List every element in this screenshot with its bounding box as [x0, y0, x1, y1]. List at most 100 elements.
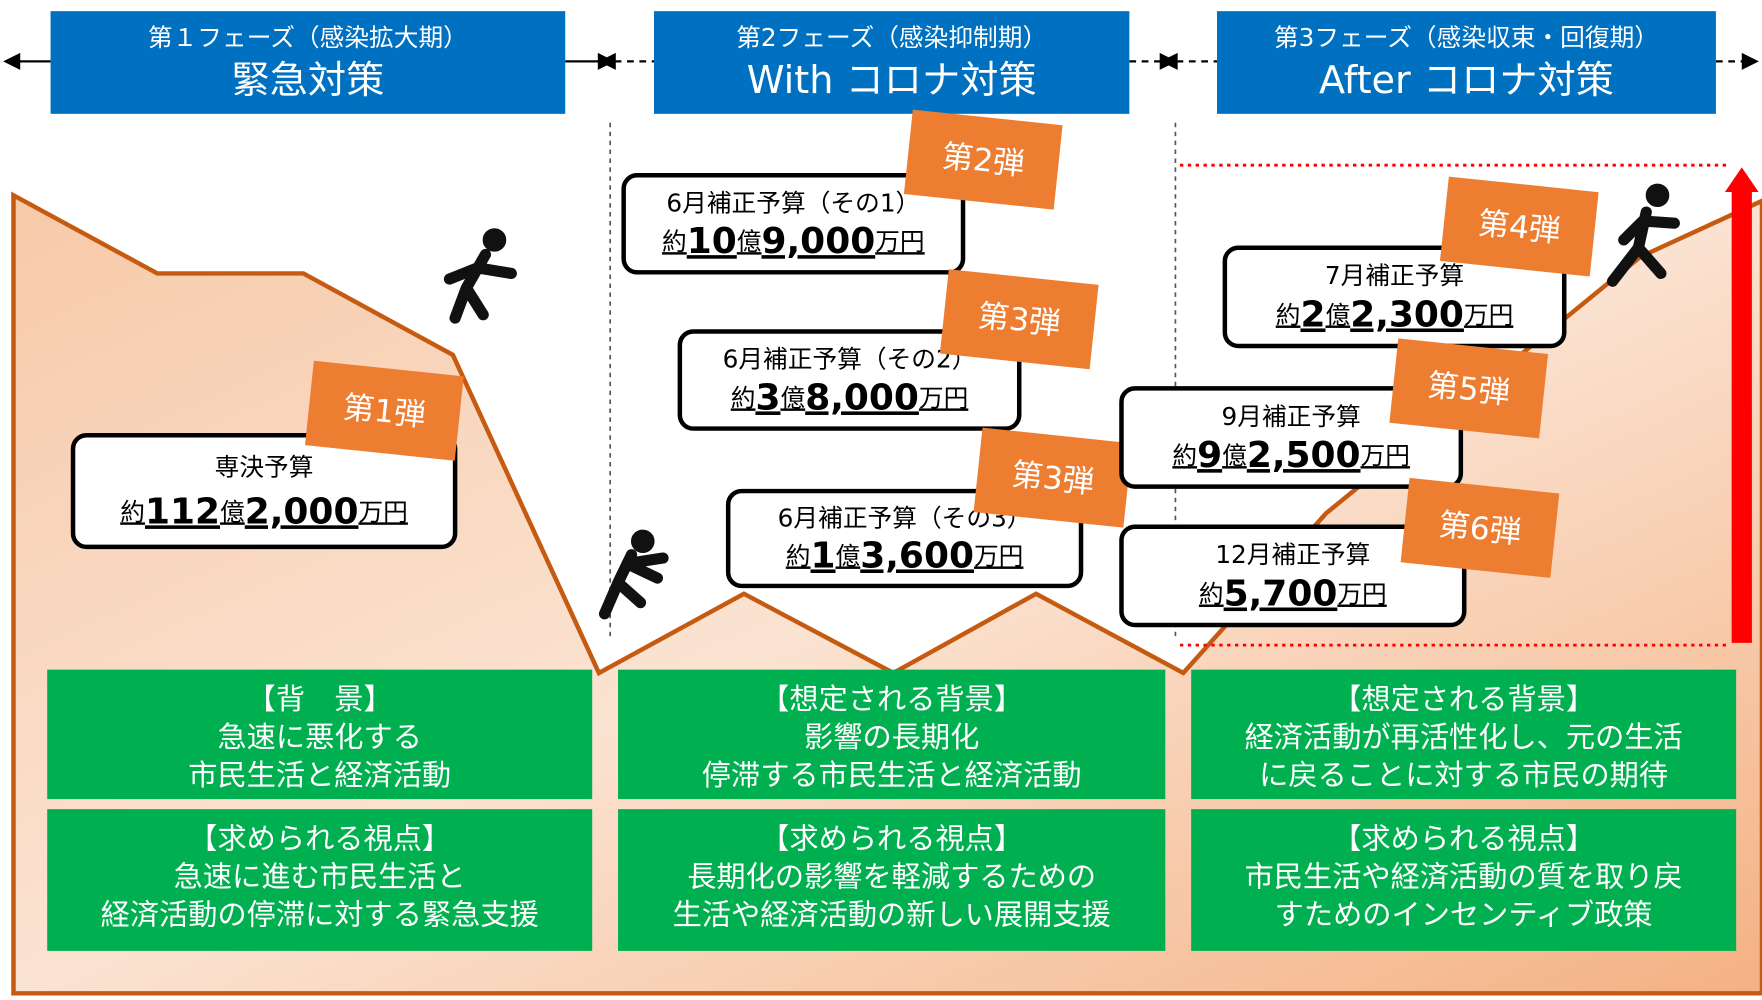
amount-part: 億 — [836, 542, 861, 571]
budget-box — [1119, 524, 1467, 628]
amount-part: 約 — [1199, 580, 1224, 609]
amount-part: 万円 — [875, 227, 924, 256]
budget-box — [621, 172, 966, 275]
amount-part: 約 — [786, 542, 811, 571]
budget-amount: 約3億8,000万円 — [731, 378, 969, 419]
info-box — [618, 669, 1166, 800]
info-line: 長期化の影響を軽減するための — [687, 859, 1096, 893]
amount-part: 約 — [662, 227, 687, 256]
budget-amount: 約9億2,500万円 — [1172, 435, 1410, 476]
amount-part: 2,000 — [245, 491, 359, 532]
info-line: 影響の長期化 — [804, 720, 979, 754]
amount-part: 1 — [811, 536, 836, 577]
amount-part: 2,500 — [1247, 435, 1361, 476]
info-line: 【求められる視点】 — [760, 821, 1023, 855]
tag-bg — [973, 427, 1133, 528]
budget-name: 9月補正予算 — [1222, 402, 1361, 431]
budget-tag: 第3弾 — [973, 427, 1133, 528]
info-line: 市民生活や経済活動の質を取り戻 — [1245, 859, 1683, 893]
budget-amount: 約1億3,600万円 — [786, 536, 1024, 577]
budget-box — [1119, 386, 1464, 489]
info-line: 経済活動が再活性化し、元の生活 — [1245, 720, 1683, 754]
phase-arrows — [3, 52, 1759, 70]
amount-part: 9 — [1197, 435, 1222, 476]
info-line: 【求められる視点】 — [1332, 821, 1595, 855]
tag-bg — [939, 269, 1099, 370]
budget-tag: 第5弾 — [1389, 338, 1549, 439]
budget-name: 6月補正予算（その2） — [723, 345, 977, 374]
amount-part: 2 — [1300, 295, 1325, 336]
budget-amount: 約10億9,000万円 — [662, 221, 925, 262]
tag-label: 第3弾 — [976, 298, 1062, 342]
tag-bg — [1439, 176, 1599, 277]
amount-part: 3,600 — [860, 536, 974, 577]
info-box — [47, 669, 593, 800]
amount-part: 億 — [737, 227, 762, 256]
runner — [443, 183, 1680, 620]
phase-title: 緊急対策 — [232, 58, 385, 102]
phase-title: With コロナ対策 — [747, 58, 1037, 102]
tag-label: 第5弾 — [1425, 367, 1511, 411]
tag-label: 第6弾 — [1437, 507, 1523, 551]
amount-part: 万円 — [1337, 580, 1386, 609]
budget-amount: 約112億2,000万円 — [120, 491, 408, 532]
amount-part: 万円 — [974, 542, 1023, 571]
budget-name: 12月補正予算 — [1215, 540, 1370, 569]
rise-arrow — [1724, 167, 1759, 643]
budget-name: 専決予算 — [215, 453, 314, 482]
budget-box — [677, 329, 1022, 431]
tag-bg — [1400, 477, 1560, 578]
tag-label: 第2弾 — [940, 139, 1026, 183]
info-line: 急速に悪化する — [217, 720, 421, 754]
amount-part: 約 — [1276, 301, 1301, 330]
budget-box — [70, 433, 458, 550]
info-line: 生活や経済活動の新しい展開支援 — [673, 897, 1111, 931]
phase-subtitle: 第2フェーズ（感染抑制期） — [736, 23, 1047, 52]
info-line: すためのインセンティブ政策 — [1275, 897, 1653, 931]
info-line: 【背 景】 — [247, 682, 393, 716]
info-line: 急速に進む市民生活と — [174, 859, 466, 893]
budget-amount: 約5,700万円 — [1199, 574, 1387, 615]
amount-part: 万円 — [358, 497, 407, 526]
phase-title: After コロナ対策 — [1319, 58, 1614, 102]
info-line: 市民生活と経済活動 — [188, 758, 451, 792]
amount-part: 約 — [731, 383, 756, 412]
budget-tag: 第1弾 — [304, 360, 464, 461]
amount-part: 10 — [687, 221, 737, 262]
amount-part: 億 — [220, 497, 245, 526]
budget-name: 6月補正予算（その1） — [666, 188, 920, 217]
budget-amount: 約2億2,300万円 — [1276, 295, 1514, 336]
tag-bg — [1389, 338, 1549, 439]
target-lines — [1179, 163, 1731, 647]
phase-subtitle: 第3フェーズ（感染収束・回復期） — [1274, 23, 1659, 52]
amount-part: 万円 — [1464, 301, 1513, 330]
phase-subtitle: 第１フェーズ（感染拡大期） — [148, 23, 468, 52]
tag-bg — [903, 109, 1063, 210]
info-box — [47, 809, 593, 951]
budget-box — [725, 488, 1084, 589]
phase-header — [654, 11, 1130, 114]
amount-part: 9,000 — [762, 221, 876, 262]
amount-part: 2,300 — [1350, 295, 1464, 336]
phase-header — [50, 11, 566, 114]
amount-part: 5,700 — [1224, 574, 1338, 615]
amount-part: 112 — [145, 491, 220, 532]
amount-part: 億 — [1325, 301, 1350, 330]
budget-tag: 第4弾 — [1439, 176, 1599, 277]
info-line: 経済活動の停滞に対する緊急支援 — [101, 897, 539, 931]
info-line: 【求められる視点】 — [188, 821, 451, 855]
amount-part: 万円 — [1361, 441, 1410, 470]
amount-part: 万円 — [919, 383, 968, 412]
amount-part: 3 — [755, 378, 780, 419]
budget-name: 7月補正予算 — [1325, 261, 1464, 290]
budget-tag: 第2弾 — [903, 109, 1063, 210]
tag-label: 第1弾 — [341, 390, 427, 434]
amount-part: 8,000 — [805, 378, 919, 419]
tag-label: 第4弾 — [1476, 206, 1562, 250]
info-box — [618, 809, 1166, 951]
amount-part: 億 — [780, 383, 805, 412]
phase-header — [1216, 11, 1716, 114]
amount-part: 約 — [120, 497, 145, 526]
info-box — [1191, 809, 1737, 951]
